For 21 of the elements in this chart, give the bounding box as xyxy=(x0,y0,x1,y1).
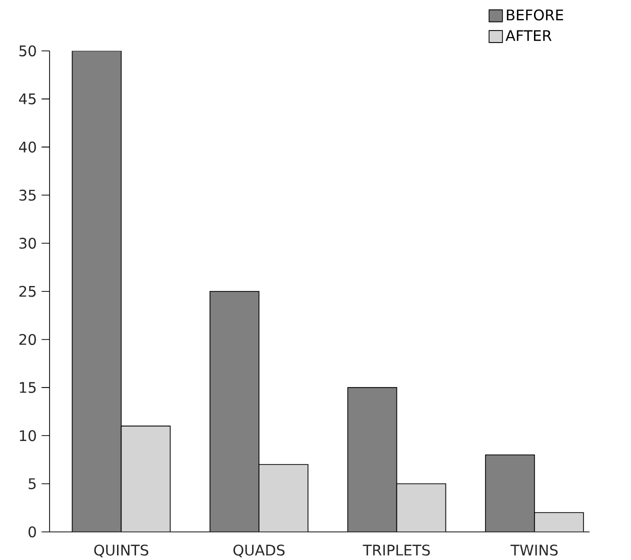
bar xyxy=(210,291,259,532)
y-tick-label: 10 xyxy=(20,430,36,442)
legend-label: BEFORE xyxy=(506,9,564,20)
y-tick-label: 0 xyxy=(28,526,36,538)
x-tick-label: QUINTS xyxy=(94,544,148,558)
x-tick-label: TWINS xyxy=(510,544,558,556)
y-tick-label: 35 xyxy=(19,190,36,201)
y-tick-label: 15 xyxy=(20,382,36,393)
x-tick-label: QUADS xyxy=(233,544,285,558)
y-tick-label: 25 xyxy=(19,286,36,297)
y-tick-label: 40 xyxy=(19,142,36,153)
y-tick-label: 5 xyxy=(28,478,36,490)
legend-label: AFTER xyxy=(506,30,552,41)
y-tick-label: 30 xyxy=(19,238,36,249)
y-tick-label: 45 xyxy=(19,94,36,104)
bar xyxy=(485,454,535,532)
y-tick-label: 20 xyxy=(19,334,36,345)
bar xyxy=(72,50,122,532)
y-tick-label: 50 xyxy=(19,45,36,56)
bar xyxy=(348,388,397,532)
x-tick-label: TRIPLETS xyxy=(362,544,430,556)
